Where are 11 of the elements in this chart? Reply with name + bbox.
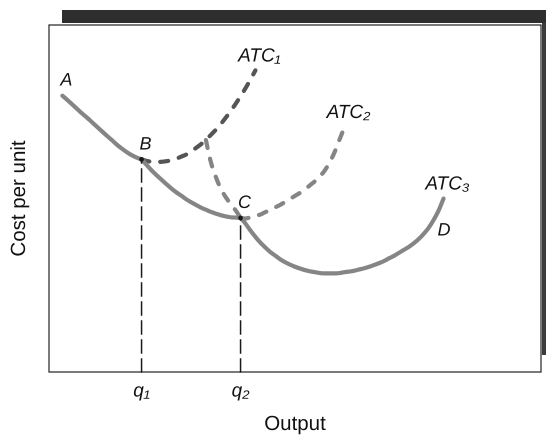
x-tick-label: q₂ (232, 380, 250, 402)
series-label: ATC₃ (424, 174, 470, 195)
annotation: A (59, 70, 72, 90)
annotation: D (437, 220, 450, 240)
y-axis-title: Cost per unit (7, 140, 30, 257)
x-tick-label: q₁ (133, 380, 150, 402)
annotation: B (140, 133, 152, 154)
x-axis-title: Output (264, 412, 326, 435)
series-label: ATC₁ (237, 45, 281, 66)
annotation: C (238, 192, 252, 212)
series-label: ATC₂ (326, 102, 372, 124)
